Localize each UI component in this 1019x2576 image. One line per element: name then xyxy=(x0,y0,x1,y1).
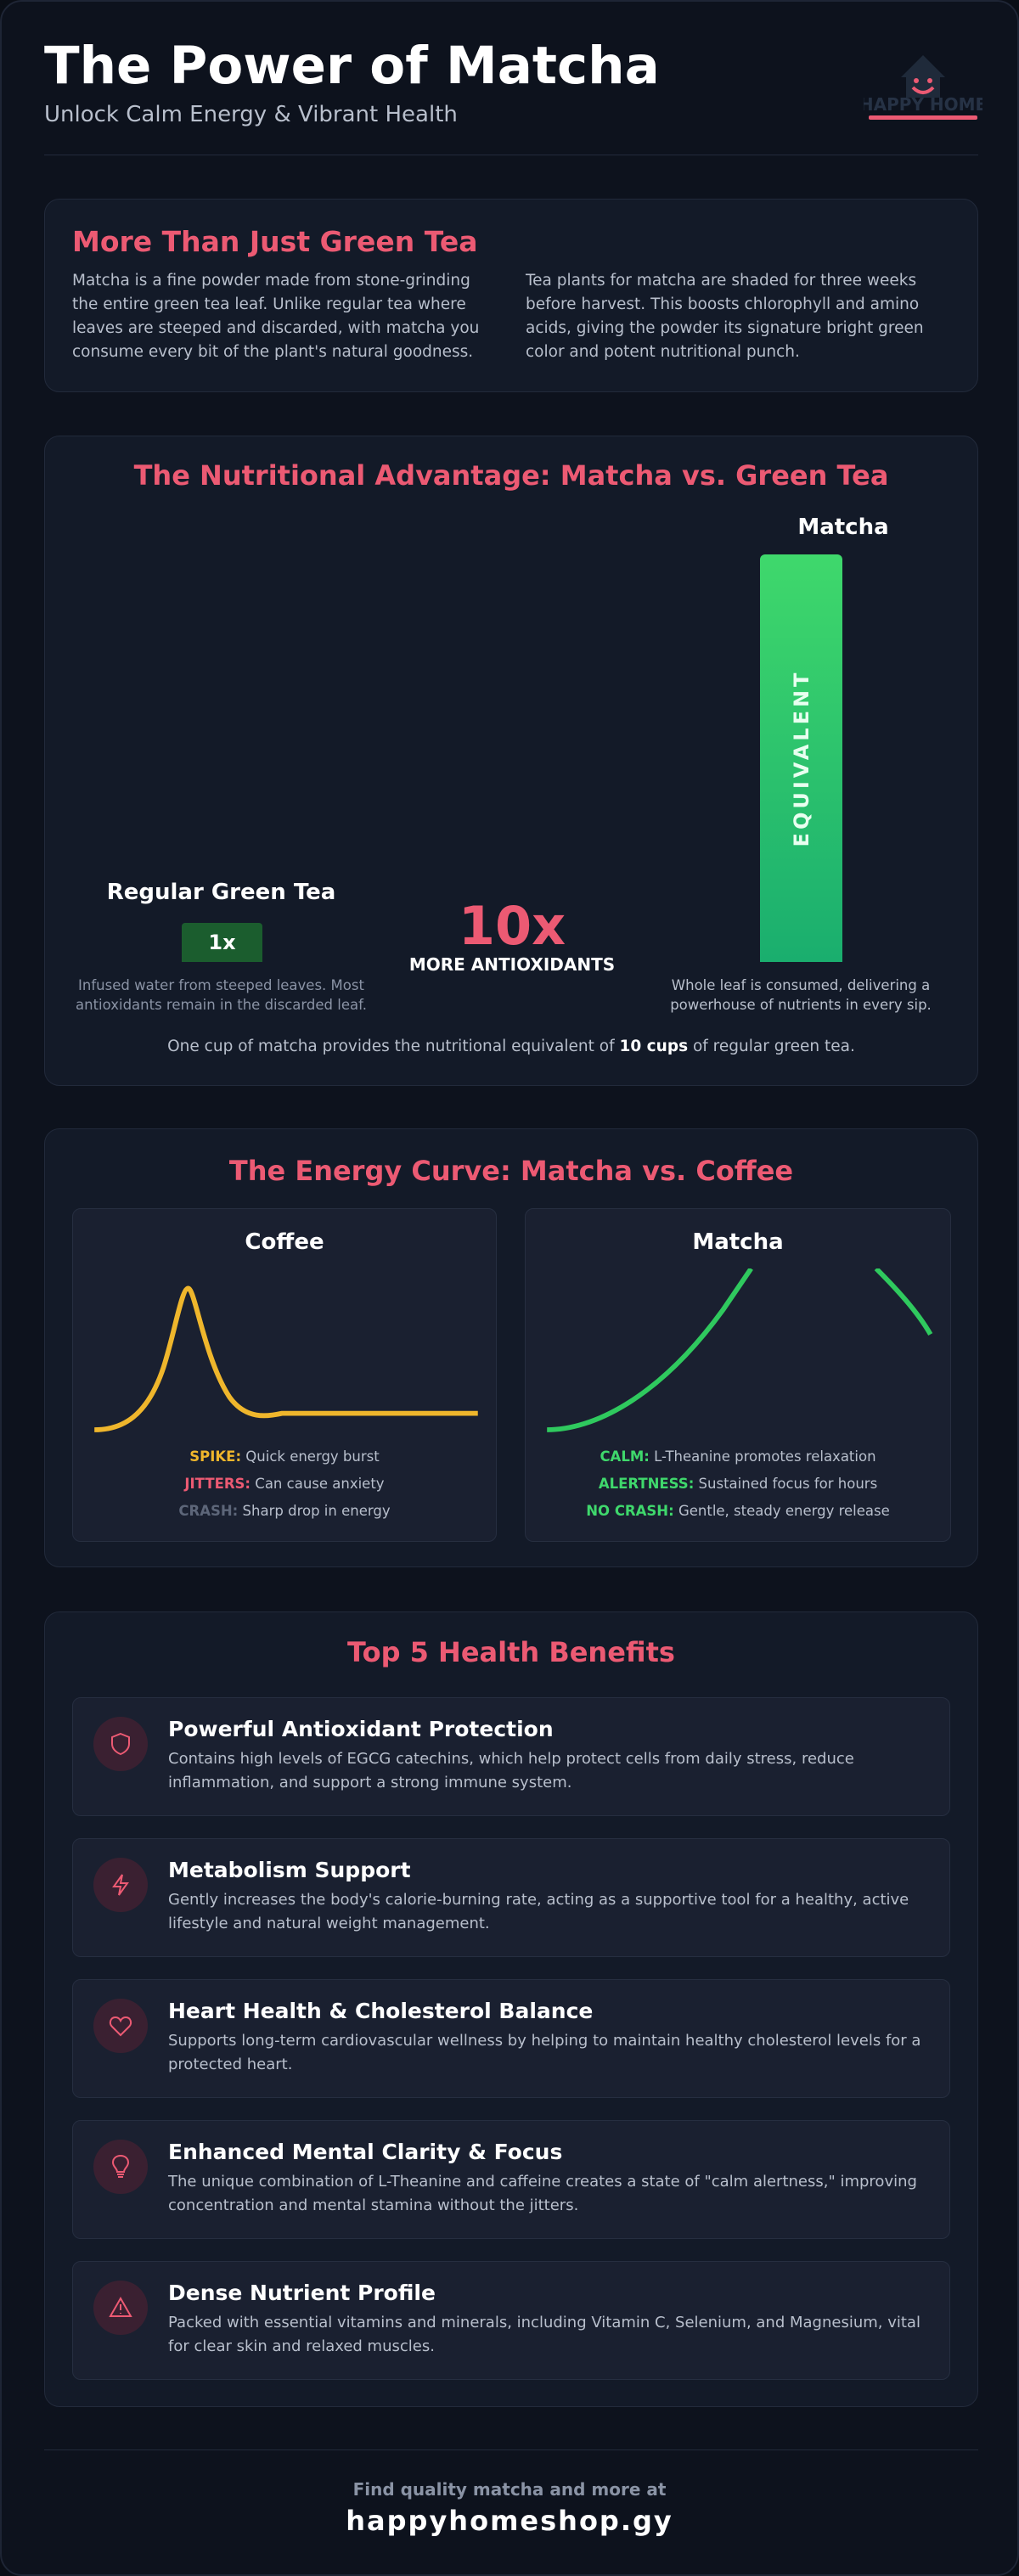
icon xyxy=(93,1717,148,1771)
icon xyxy=(93,1858,148,1912)
matcha-note: Whole leaf is consumed, delivering a pow… xyxy=(670,977,932,1013)
energy-card: The Energy Curve: Matcha vs. Coffee Coff… xyxy=(44,1128,978,1567)
bar-text: EQUIVALENT xyxy=(789,669,814,847)
item-label: SPIKE: xyxy=(189,1448,242,1465)
item-label: JITTERS: xyxy=(184,1476,251,1492)
panel-item: CALM: L-Theanine promotes relaxation xyxy=(526,1448,950,1465)
benefit-title: Dense Nutrient Profile xyxy=(168,2281,436,2305)
footer-line: Find quality matcha and more at xyxy=(352,2479,667,2500)
divider xyxy=(44,2449,978,2450)
item-label: CALM: xyxy=(600,1448,650,1465)
summary-bold: 10 cups xyxy=(619,1038,689,1055)
summary: One cup of matcha provides the nutrition… xyxy=(45,1038,977,1055)
benefit-text: Contains high levels of EGCG catechins, … xyxy=(168,1750,854,1791)
item-text: Quick energy burst xyxy=(245,1448,380,1465)
panel-item: JITTERS: Can cause anxiety xyxy=(73,1476,496,1492)
benefit-title: Powerful Antioxidant Protection xyxy=(168,1717,554,1741)
item-text: Gentle, steady energy release xyxy=(678,1503,890,1519)
benefit-text: Packed with essential vitamins and miner… xyxy=(168,2314,920,2355)
item-text: Can cause anxiety xyxy=(255,1476,385,1492)
multiplier: 10x xyxy=(458,895,566,957)
paragraph: Tea plants for matcha are shaded for thr… xyxy=(526,272,924,361)
icon xyxy=(93,2140,148,2194)
benefit-text: Gently increases the body's calorie-burn… xyxy=(168,1891,909,1932)
item-label: CRASH: xyxy=(178,1503,239,1519)
summary-text: of regular green tea. xyxy=(692,1038,855,1055)
panel-item: CRASH: Sharp drop in energy xyxy=(73,1503,496,1519)
tea-badge: 1x xyxy=(182,923,262,962)
benefit-title: Metabolism Support xyxy=(168,1858,411,1882)
title: The Power of Matcha xyxy=(44,36,660,96)
benefit: Heart Health & Cholesterol Balance Suppor… xyxy=(72,1979,950,2098)
item-label: ALERTNESS: xyxy=(598,1476,695,1492)
panel-title: Coffee xyxy=(245,1229,324,1255)
panel: Matcha CALM: L-Theanine promotes relaxat… xyxy=(525,1208,951,1542)
tea-note: Infused water from steeped leaves. Most … xyxy=(76,977,367,1013)
panel-title: Matcha xyxy=(692,1229,784,1255)
benefit: Enhanced Mental Clarity & Focus The uniqu… xyxy=(72,2120,950,2239)
subtitle: Unlock Calm Energy & Vibrant Health xyxy=(44,102,458,127)
logo: HAPPY HOME xyxy=(864,55,982,120)
benefit-title: Enhanced Mental Clarity & Focus xyxy=(168,2140,563,2164)
nutrition-card: The Nutritional Advantage: Matcha vs. Gr… xyxy=(44,436,978,1086)
section-title: The Energy Curve: Matcha vs. Coffee xyxy=(228,1155,794,1187)
panel: Coffee SPIKE: Quick energy burst JITTERS… xyxy=(72,1208,497,1542)
icon xyxy=(93,1999,148,2053)
panel-item: NO CRASH: Gentle, steady energy release xyxy=(526,1503,950,1519)
section-title: Top 5 Health Benefits xyxy=(347,1636,675,1668)
icon xyxy=(93,2281,148,2335)
paragraph: Matcha is a fine powder made from stone-… xyxy=(72,272,480,361)
logo-text: HAPPY HOME xyxy=(864,94,982,115)
matcha-bar: EQUIVALENT xyxy=(760,554,842,962)
coffee-curve xyxy=(94,1285,478,1432)
benefits-card: Top 5 Health Benefits Powerful Antioxida… xyxy=(44,1611,978,2407)
item-text: Sharp drop in energy xyxy=(242,1503,391,1519)
tea-label: Regular Green Tea xyxy=(106,880,336,905)
benefit-text: Supports long-term cardiovascular wellne… xyxy=(168,2032,921,2073)
panel-item: ALERTNESS: Sustained focus for hours xyxy=(526,1476,950,1492)
benefit: Metabolism Support Gently increases the b… xyxy=(72,1838,950,1957)
benefit: Dense Nutrient Profile Packed with essent… xyxy=(72,2261,950,2380)
matcha-curve xyxy=(547,1268,933,1432)
item-text: L-Theanine promotes relaxation xyxy=(654,1448,876,1465)
matcha-label: Matcha xyxy=(797,515,889,540)
item-text: Sustained focus for hours xyxy=(698,1476,878,1492)
section-title: The Nutritional Advantage: Matcha vs. Gr… xyxy=(133,459,889,492)
multiplier-label: MORE ANTIOXIDANTS xyxy=(408,954,616,975)
intro-card: More Than Just Green Tea Matcha is a fin… xyxy=(44,199,978,392)
benefit: Powerful Antioxidant Protection Contains … xyxy=(72,1697,950,1816)
summary-text: One cup of matcha provides the nutrition… xyxy=(167,1038,615,1055)
benefit-text: The unique combination of L-Theanine and… xyxy=(168,2173,917,2214)
item-label: NO CRASH: xyxy=(586,1503,674,1519)
benefit-title: Heart Health & Cholesterol Balance xyxy=(168,1999,594,2023)
footer-site: happyhomeshop.gy xyxy=(346,2505,673,2537)
panel-item: SPIKE: Quick energy burst xyxy=(73,1448,496,1465)
section-title: More Than Just Green Tea xyxy=(72,225,478,258)
